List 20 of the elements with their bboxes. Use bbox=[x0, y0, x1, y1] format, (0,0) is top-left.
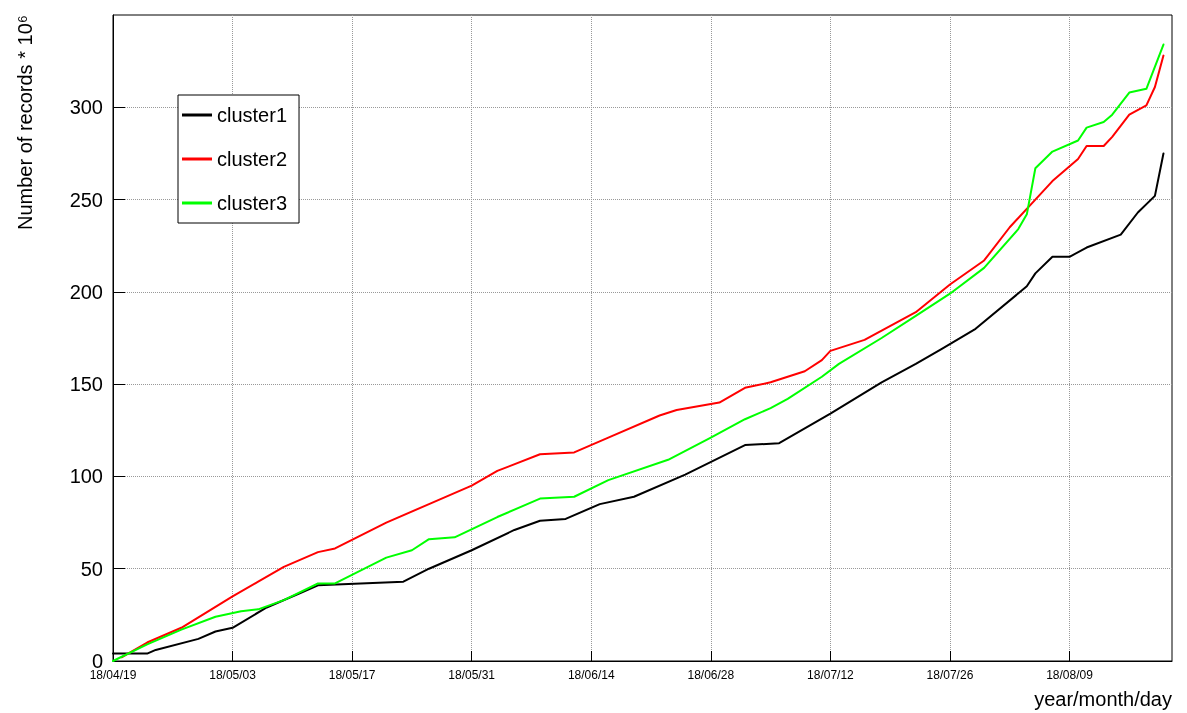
y-tick-label: 250 bbox=[69, 188, 103, 211]
y-tick-label: 300 bbox=[69, 96, 103, 119]
x-tick-label: 18/07/12 bbox=[807, 668, 855, 682]
x-tick-label: 18/06/14 bbox=[567, 668, 615, 682]
y-tick-label: 200 bbox=[69, 280, 103, 303]
x-axis-title: year/month/day bbox=[1034, 688, 1172, 710]
x-tick-label: 18/05/03 bbox=[209, 668, 257, 682]
legend-label: cluster3 bbox=[217, 192, 288, 214]
x-tick-label: 18/05/31 bbox=[448, 668, 496, 682]
y-axis-title: Number of records * 10⁶ bbox=[14, 15, 36, 230]
legend-label: cluster1 bbox=[217, 104, 288, 126]
x-tick-label: 18/05/17 bbox=[328, 668, 376, 682]
x-tick-label: 18/07/26 bbox=[926, 668, 974, 682]
y-tick-label: 100 bbox=[69, 465, 103, 488]
y-tick-label: 150 bbox=[69, 373, 103, 396]
x-tick-label: 18/06/28 bbox=[687, 668, 735, 682]
legend-label: cluster2 bbox=[217, 148, 288, 170]
x-tick-label: 18/08/09 bbox=[1046, 668, 1094, 682]
y-tick-label: 50 bbox=[80, 557, 103, 580]
x-tick-label: 18/04/19 bbox=[89, 668, 137, 682]
